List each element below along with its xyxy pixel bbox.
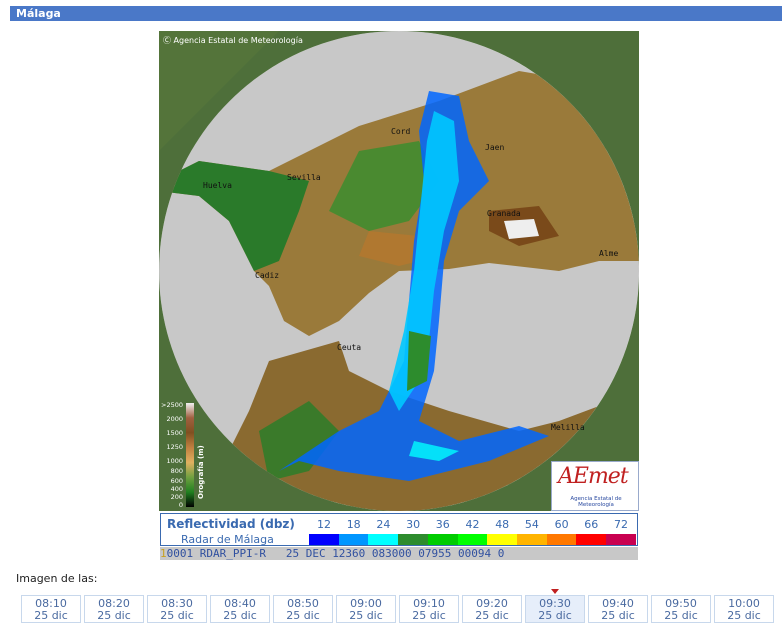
time-button-time: 10:00 <box>728 597 760 610</box>
legend-scale-value: 48 <box>495 518 510 531</box>
time-button[interactable]: 08:20 25 dic <box>84 595 144 623</box>
time-button-date: 25 dic <box>349 609 383 622</box>
time-button-date: 25 dic <box>223 609 257 622</box>
status-text: 0001 RDAR_PPI-R 25 DEC 12360 083000 0795… <box>166 547 505 560</box>
orography-value: 400 <box>170 485 183 493</box>
legend-scale-value: 24 <box>376 518 391 531</box>
time-button-time: 09:40 <box>602 597 634 610</box>
time-button-date: 25 dic <box>412 609 446 622</box>
city-label: Huelva <box>203 181 232 190</box>
time-button-time: 09:00 <box>350 597 382 610</box>
legend-color-swatch <box>576 534 607 545</box>
radar-image: Ⓒ Agencia Estatal de Meteorología Cord J… <box>159 31 639 511</box>
orography-value: >2500 <box>161 401 183 409</box>
legend-scale-value: 36 <box>435 518 450 531</box>
legend-color-swatch <box>606 534 636 545</box>
orography-legend: >2500 2000 1500 1250 1000 800 600 400 20… <box>159 399 205 511</box>
time-button[interactable]: 09:30 25 dic <box>525 595 585 623</box>
time-button[interactable]: 09:40 25 dic <box>588 595 648 623</box>
legend-scale-value: 12 <box>317 518 331 531</box>
legend-subtitle: Radar de Málaga <box>181 533 274 546</box>
time-button-date: 25 dic <box>475 609 509 622</box>
status-number: 1 <box>160 547 167 560</box>
imagen-label: Imagen de las: <box>16 572 98 585</box>
legend-color-swatch <box>516 534 547 545</box>
time-button[interactable]: 09:10 25 dic <box>399 595 459 623</box>
selected-time-marker-icon <box>551 589 559 594</box>
legend-scale-value: 72 <box>614 518 628 531</box>
legend-color-swatch <box>309 534 339 545</box>
time-button[interactable]: 09:00 25 dic <box>336 595 396 623</box>
orography-color-bar <box>186 403 194 507</box>
reflectivity-legend: Reflectividad (dbz) Radar de Málaga 12 18… <box>160 513 638 546</box>
time-button-date: 25 dic <box>727 609 761 622</box>
time-button[interactable]: 09:20 25 dic <box>462 595 522 623</box>
legend-scale-value: 30 <box>406 518 421 531</box>
orography-value: 2000 <box>166 415 183 423</box>
city-label: Sevilla <box>287 173 321 182</box>
aemet-logo-subtitle: Agencia Estatal de Meteorología <box>570 496 622 508</box>
time-button[interactable]: 09:50 25 dic <box>651 595 711 623</box>
legend-scale-value: 54 <box>524 518 539 531</box>
orography-value: 1500 <box>166 429 183 437</box>
city-label: Alme <box>599 249 619 258</box>
city-label: Ceuta <box>337 343 362 352</box>
aemet-logo: AEmet Agencia Estatal de Meteorología <box>551 461 639 511</box>
city-label: Melilla <box>551 423 585 432</box>
legend-color-swatch <box>398 534 429 545</box>
time-button-time: 08:50 <box>287 597 319 610</box>
legend-title: Reflectividad (dbz) <box>167 517 295 531</box>
time-button-time: 08:10 <box>35 597 67 610</box>
city-label: Jaen <box>485 143 505 152</box>
time-button[interactable]: 08:50 25 dic <box>273 595 333 623</box>
page-title: Málaga <box>16 7 61 20</box>
radar-map <box>159 31 639 511</box>
time-button-date: 25 dic <box>601 609 635 622</box>
city-label: Granada <box>487 209 521 218</box>
legend-color-swatch <box>457 534 488 545</box>
time-button-time: 09:50 <box>665 597 697 610</box>
time-button-date: 25 dic <box>538 609 572 622</box>
legend-scale-value: 42 <box>465 518 480 531</box>
orography-value: 800 <box>170 467 183 475</box>
time-button-date: 25 dic <box>664 609 698 622</box>
orography-value: 1250 <box>166 443 183 451</box>
time-button-time: 08:30 <box>161 597 193 610</box>
city-label: Cadiz <box>255 271 280 280</box>
time-button-time: 08:40 <box>224 597 256 610</box>
orography-value: 1000 <box>166 457 183 465</box>
time-button-time: 09:20 <box>476 597 508 610</box>
page-header: Málaga <box>10 6 782 21</box>
legend-color-swatch <box>368 534 399 545</box>
legend-scale-value: 66 <box>584 518 599 531</box>
time-button-date: 25 dic <box>97 609 131 622</box>
legend-color-swatch <box>427 534 458 545</box>
orography-value: 600 <box>170 477 183 485</box>
legend-color-swatch <box>546 534 577 545</box>
time-button-date: 25 dic <box>34 609 68 622</box>
copyright-text: Ⓒ Agencia Estatal de Meteorología <box>163 36 303 45</box>
status-line: 10001 RDAR_PPI-R 25 DEC 12360 083000 079… <box>160 547 638 560</box>
time-button[interactable]: 08:30 25 dic <box>147 595 207 623</box>
time-button-time: 09:30 <box>539 597 571 610</box>
time-button-date: 25 dic <box>286 609 320 622</box>
aemet-logo-text: AEmet <box>558 464 629 489</box>
legend-scale-value: 18 <box>346 518 361 531</box>
time-button[interactable]: 10:00 25 dic <box>714 595 774 623</box>
legend-color-swatch <box>338 534 369 545</box>
city-label: Cord <box>391 127 411 136</box>
time-button-time: 08:20 <box>98 597 130 610</box>
legend-color-swatch <box>487 534 518 545</box>
time-button[interactable]: 08:40 25 dic <box>210 595 270 623</box>
time-button[interactable]: 08:10 25 dic <box>21 595 81 623</box>
orography-title: Orografía (m) <box>197 445 205 499</box>
legend-scale-value: 60 <box>554 518 569 531</box>
orography-value: 200 <box>170 493 183 501</box>
orography-value: 0 <box>178 501 183 509</box>
time-button-date: 25 dic <box>160 609 194 622</box>
time-button-time: 09:10 <box>413 597 445 610</box>
